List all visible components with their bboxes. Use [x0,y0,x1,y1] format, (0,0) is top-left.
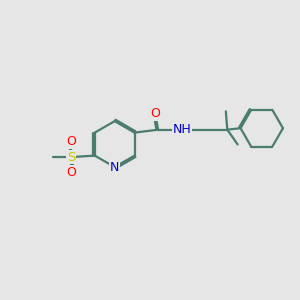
Text: O: O [150,107,160,120]
Text: S: S [67,151,75,164]
Text: N: N [110,160,119,174]
Text: O: O [66,166,76,179]
Text: NH: NH [173,123,192,136]
Text: O: O [66,135,76,148]
